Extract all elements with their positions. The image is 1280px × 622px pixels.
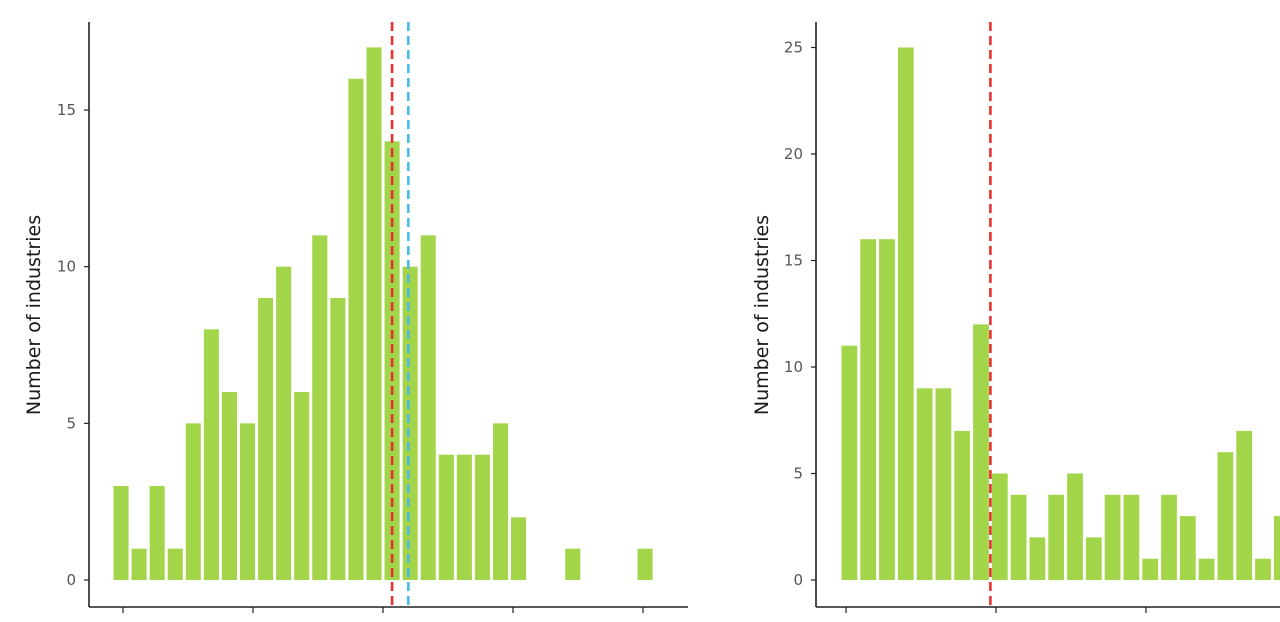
histogram-bar xyxy=(258,298,274,580)
histogram-bar xyxy=(1179,516,1196,580)
histogram-bar xyxy=(1255,558,1271,580)
y-tick-label: 0 xyxy=(66,571,76,589)
histogram-bar xyxy=(1123,494,1140,580)
histogram-bar xyxy=(221,392,237,580)
histogram-bar xyxy=(167,548,183,580)
histogram-bar xyxy=(1029,537,1046,580)
histogram-bar xyxy=(1236,430,1253,580)
histogram-bar xyxy=(330,298,346,580)
histogram-bar xyxy=(185,423,201,580)
y-tick-label: 10 xyxy=(57,258,76,276)
y-tick-label: 20 xyxy=(784,145,803,163)
histogram-bar xyxy=(456,454,472,580)
histogram-bar xyxy=(841,345,858,580)
histogram-bar xyxy=(879,239,895,580)
histogram-panel-right: 0 5 10 15 20 25 Number of industries xyxy=(751,22,1280,613)
histogram-bar xyxy=(991,473,1008,580)
histogram-bar xyxy=(1048,494,1065,580)
histogram-bar xyxy=(149,486,165,580)
histogram-bar xyxy=(1104,494,1121,580)
histogram-bar xyxy=(973,324,989,580)
y-tick-label: 5 xyxy=(66,414,76,432)
histogram-bar xyxy=(637,548,653,580)
y-tick-label: 15 xyxy=(57,101,76,119)
histogram-bar xyxy=(1142,558,1159,580)
y-tick-label: 0 xyxy=(793,571,803,589)
histogram-bar xyxy=(897,47,914,580)
y-axis-title: Number of industries xyxy=(23,215,45,415)
histogram-bar xyxy=(565,548,581,580)
y-axis-title: Number of industries xyxy=(751,215,773,415)
y-tick-label: 15 xyxy=(784,252,803,270)
histogram-bar xyxy=(492,423,509,580)
histogram-bar xyxy=(1010,494,1027,580)
histogram-bar xyxy=(131,548,147,580)
histogram-bar xyxy=(474,454,490,580)
histogram-bar xyxy=(916,388,933,580)
y-tick-label: 10 xyxy=(784,358,803,376)
histogram-bar xyxy=(366,47,382,580)
histogram-bar xyxy=(276,266,292,580)
histogram-bar xyxy=(438,454,454,580)
histogram-bar xyxy=(1067,473,1083,580)
histogram-bar xyxy=(1273,516,1280,580)
histogram-bar xyxy=(420,235,436,580)
y-tick-label: 25 xyxy=(784,39,803,57)
histogram-bar xyxy=(113,486,129,580)
y-tick-label: 5 xyxy=(793,465,803,483)
histogram-bar xyxy=(312,235,328,580)
histogram-bar xyxy=(294,392,310,580)
histogram-bar xyxy=(1161,494,1177,580)
histogram-bar xyxy=(1217,452,1234,580)
histogram-bar xyxy=(935,388,952,580)
histogram-bar xyxy=(402,266,418,580)
histogram-bar xyxy=(954,430,971,580)
histogram-bar xyxy=(348,78,364,580)
histogram-bar xyxy=(860,239,877,580)
histogram-panel-left: 0 5 10 15 Number of industries xyxy=(23,22,688,613)
histogram-bar xyxy=(1085,537,1102,580)
histogram-bar xyxy=(511,517,527,580)
histogram-bar xyxy=(203,329,219,580)
histogram-bar xyxy=(1198,558,1215,580)
histogram-bar xyxy=(239,423,256,580)
